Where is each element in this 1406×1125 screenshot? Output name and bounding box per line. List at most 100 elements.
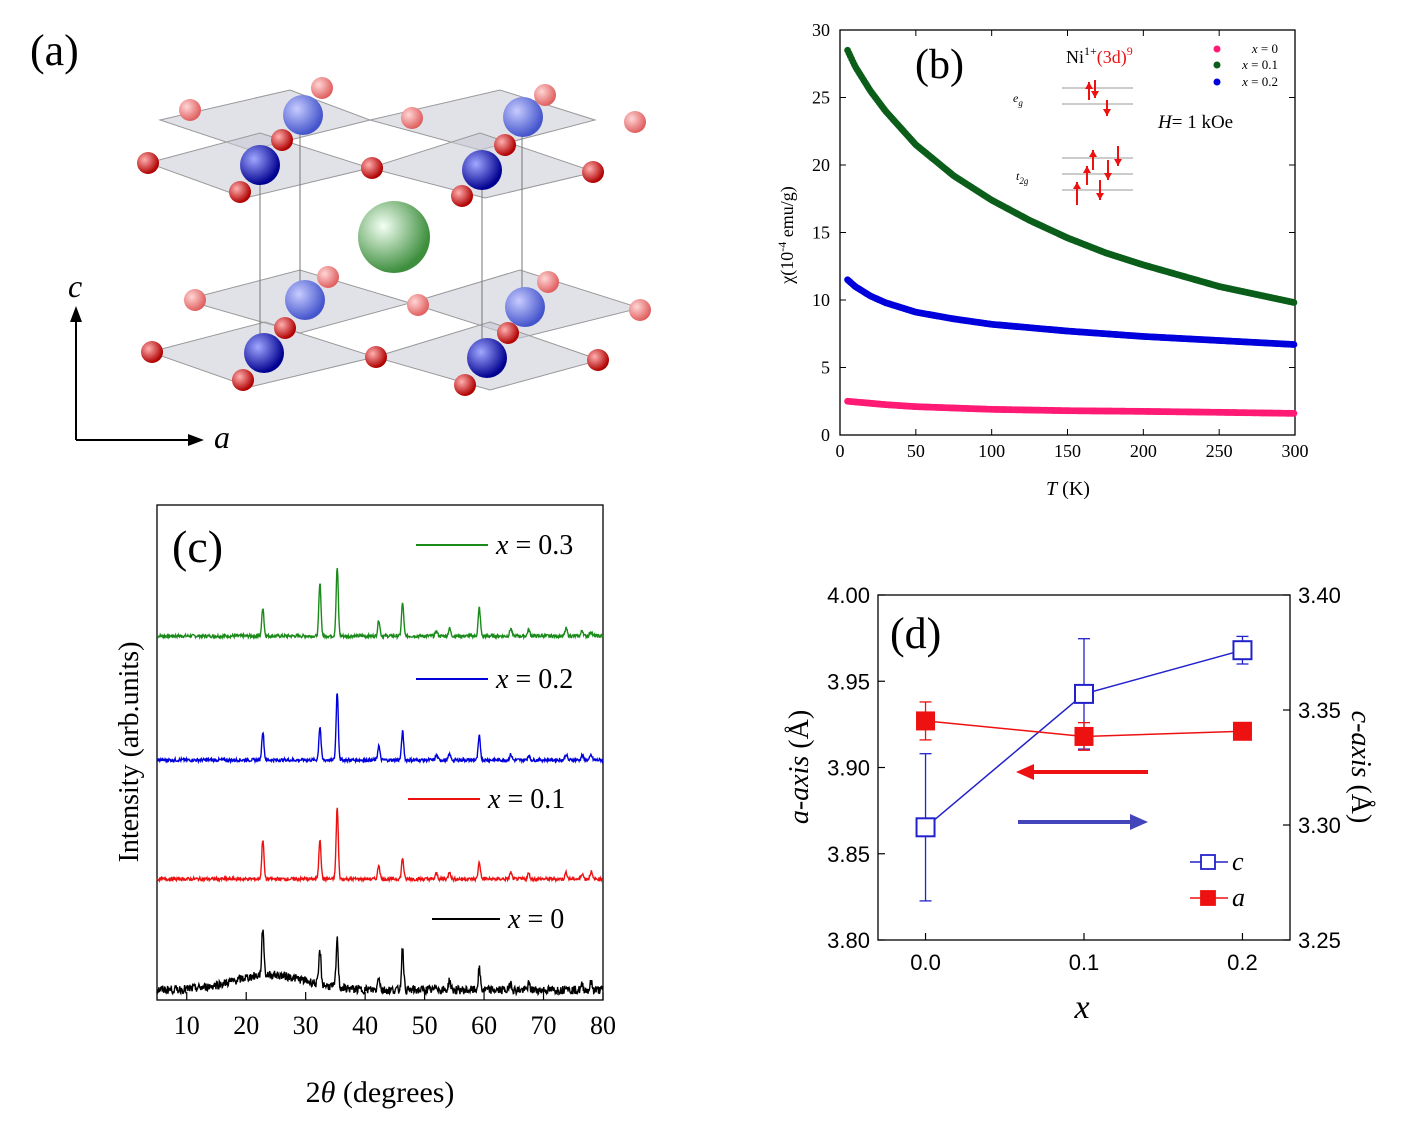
b-xtick-label: 0 — [836, 441, 845, 461]
series-d — [915, 635, 1253, 902]
oxygen-atom — [629, 299, 651, 321]
b-xtick-label: 50 — [907, 441, 925, 461]
axis-direction-arrows — [1016, 764, 1148, 830]
left-axis-arrowhead — [1016, 764, 1034, 780]
b-ytick-label: 15 — [812, 223, 830, 243]
nickel-atom — [244, 333, 284, 373]
oxygen-atom — [451, 185, 473, 207]
axis-ticks-d: 0.0 0.1 0.2 3.80 3.85 3.90 3.95 4.00 3.25 3.30 3.3… — [827, 583, 1341, 975]
oxygen-atom — [407, 294, 429, 316]
axis-ticks-c: 10 20 30 40 50 60 70 80 — [174, 992, 616, 1040]
panel-a-label: (a) — [30, 26, 79, 75]
b-ylabel: χ(10-4 emu/g) — [775, 186, 798, 284]
nickel-atom — [467, 338, 507, 378]
c-legend-label: x = 0.1 — [487, 784, 565, 815]
legend-d: ca — [1190, 847, 1245, 912]
oxygen-atom — [184, 289, 206, 311]
d-series-a — [916, 701, 1252, 751]
panel-c-label: (c) — [172, 521, 223, 572]
b-legend-label: x = 0.1 — [1241, 57, 1278, 72]
b-xtick-label: 250 — [1206, 441, 1233, 461]
oxygen-atom — [497, 322, 519, 344]
d-marker-c — [1232, 640, 1253, 661]
b-data-point — [1290, 409, 1298, 417]
plot-frame-b — [839, 29, 1296, 436]
b-xtick-label: 100 — [978, 441, 1005, 461]
panel-b: 0 50 100 150 200 250 300 0 5 10 15 20 25 30 (b) T (K)… — [775, 20, 1309, 500]
d-ylabel-right: c-axis (Å) — [1345, 711, 1376, 824]
d-legend-label: a — [1232, 883, 1245, 912]
c-pattern-x03 — [156, 567, 604, 641]
legend-b: x = 0x = 0.1 x = 0.2 — [1213, 41, 1278, 89]
d-legend-marker — [1200, 854, 1216, 870]
c-legend-label: x = 0.2 — [495, 664, 573, 695]
d-ytick-right-label: 3.30 — [1298, 813, 1341, 838]
panel-d: 0.0 0.1 0.2 3.80 3.85 3.90 3.95 4.00 3.25 3.30 3.3… — [784, 583, 1376, 1026]
spin-arrowhead — [1091, 91, 1099, 98]
series-c — [156, 567, 604, 997]
axis-a-label: a — [214, 419, 230, 455]
d-marker-a — [1074, 726, 1094, 746]
nickel-atom — [462, 150, 502, 190]
c-xtick-label: 20 — [233, 1011, 259, 1040]
b-series-x01 — [844, 46, 1298, 306]
d-ytick-left-label: 3.80 — [827, 928, 870, 953]
c-xlabel: 2θ (degrees) — [306, 1076, 455, 1109]
b-xlabel: T (K) — [1046, 478, 1090, 500]
nickel-atom — [285, 280, 325, 320]
b-xtick-label: 300 — [1282, 441, 1309, 461]
d-legend-label: c — [1232, 847, 1244, 876]
c-xtick-label: 50 — [412, 1011, 438, 1040]
oxygen-atom — [582, 161, 604, 183]
d-ytick-right-label: 3.25 — [1298, 928, 1341, 953]
panel-a: (a) c a — [30, 26, 651, 455]
b-legend-label: x = 0.2 — [1241, 74, 1278, 89]
d-ytick-left-label: 3.95 — [827, 669, 870, 694]
b-ytick-label: 5 — [821, 358, 830, 378]
b-ytick-label: 25 — [812, 88, 830, 108]
b-ytick-label: 0 — [821, 425, 830, 445]
b-series-x0 — [844, 397, 1298, 417]
c-xtick-label: 60 — [471, 1011, 497, 1040]
oxygen-atom — [587, 349, 609, 371]
b-series-x02 — [844, 276, 1298, 348]
d-legend-marker — [1200, 890, 1216, 906]
spin-arrowhead — [1103, 109, 1111, 116]
spin-arrowhead — [1096, 193, 1104, 200]
d-xlabel: x — [1073, 989, 1089, 1026]
panel-c: 10 20 30 40 50 60 70 80 (c) Intensity (arb.unit… — [114, 504, 616, 1109]
d-ytick-right-label: 3.40 — [1298, 583, 1341, 608]
spin-arrowhead — [1073, 182, 1081, 189]
b-legend-marker — [1213, 45, 1221, 53]
eg-label: eg — [1013, 91, 1023, 108]
oxygen-atom — [624, 111, 646, 133]
d-marker-a — [1232, 721, 1252, 741]
c-xtick-label: 40 — [352, 1011, 378, 1040]
oxygen-atom — [137, 152, 159, 174]
spin-arrowhead — [1114, 159, 1122, 166]
c-xtick-label: 80 — [590, 1011, 616, 1040]
oxygen-atom — [311, 77, 333, 99]
series-b — [844, 46, 1298, 417]
c-xtick-label: 70 — [531, 1011, 557, 1040]
b-xtick-label: 150 — [1054, 441, 1081, 461]
ni-ion-label: Ni1+(3d)9 — [1066, 44, 1133, 68]
oxygen-atom — [361, 157, 383, 179]
oxygen-atom — [232, 369, 254, 391]
nickel-atom — [503, 97, 543, 137]
nickel-atom — [240, 145, 280, 185]
b-legend-marker — [1213, 78, 1221, 86]
energy-levels — [1062, 87, 1133, 191]
cation-atom — [358, 201, 430, 273]
nickel-atom — [283, 95, 323, 135]
ni-electron-config: Ni1+(3d)9 eg t2g H= 1 kOe — [1013, 44, 1233, 205]
axis-c-label: c — [68, 268, 82, 304]
d-ytick-left-label: 3.90 — [827, 756, 870, 781]
legend-c: x = 0.3 x = 0.2 x = 0.1 x = 0 — [408, 530, 573, 935]
d-xtick-label: 0.1 — [1069, 950, 1100, 975]
b-data-point — [1290, 341, 1298, 348]
oxygen-atom — [179, 99, 201, 121]
c-pattern-x02 — [156, 693, 604, 765]
b-legend-marker — [1213, 61, 1221, 69]
